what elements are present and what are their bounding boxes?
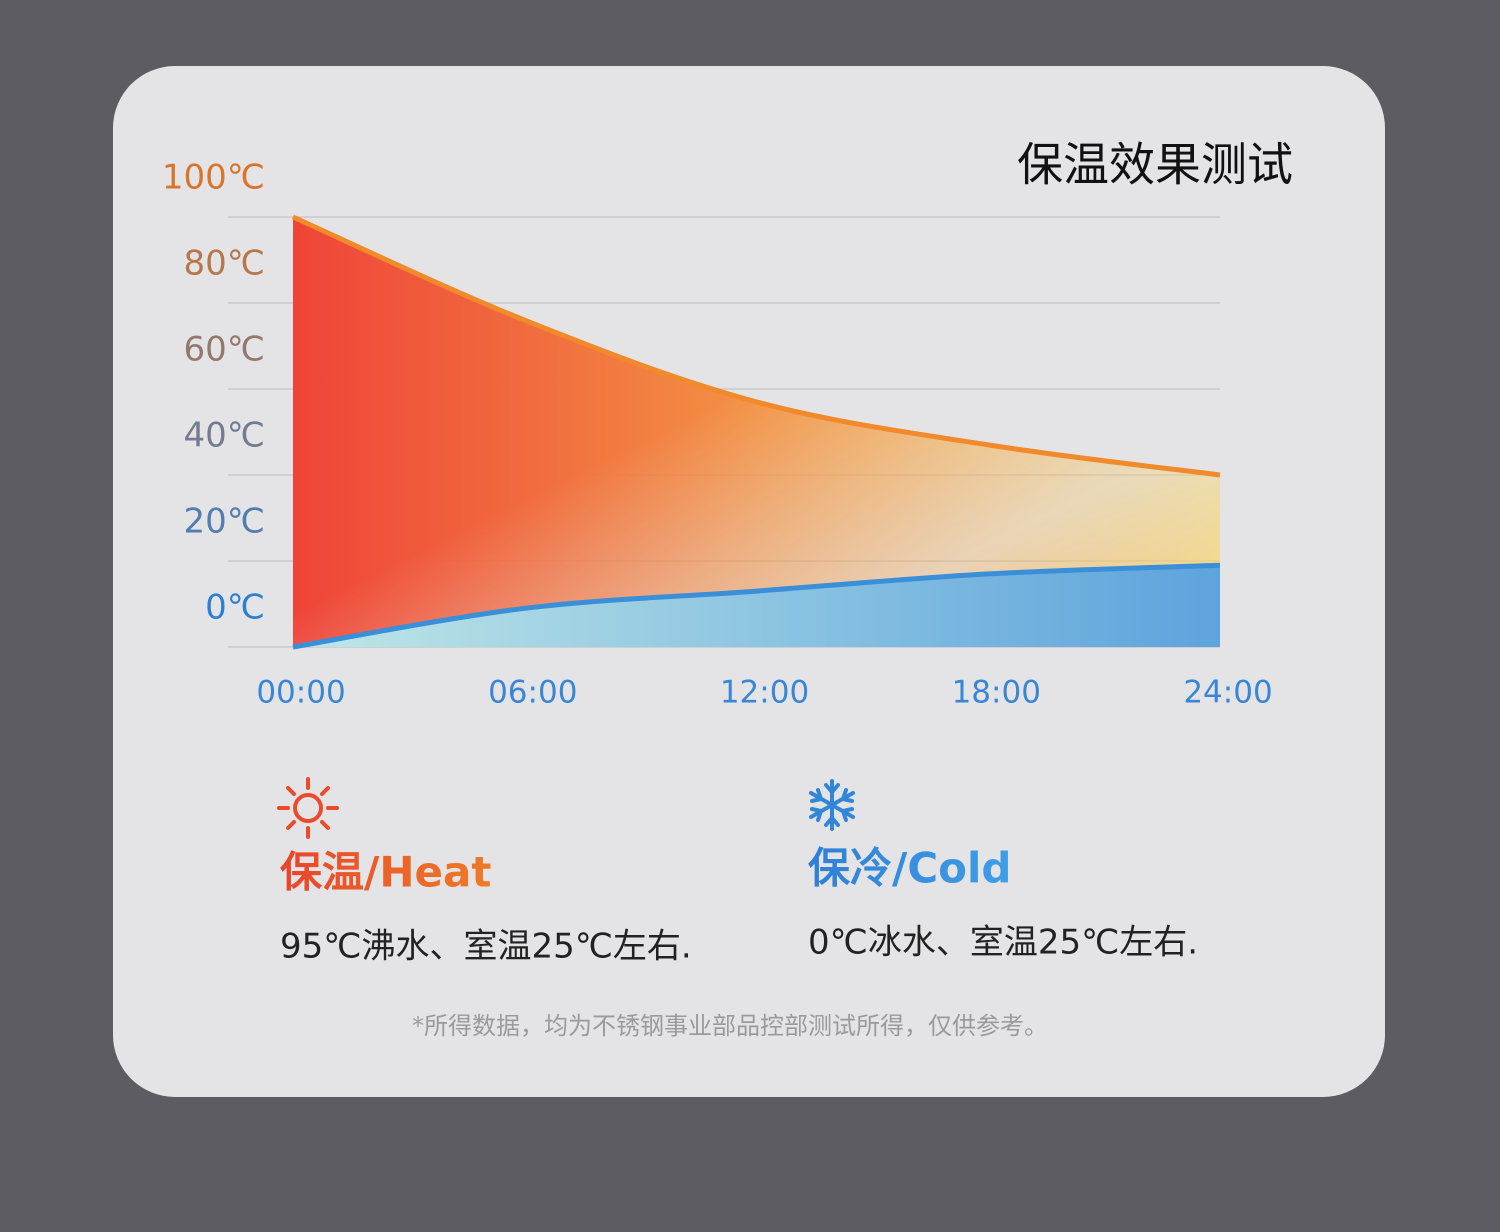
y-tick-label: 20℃	[184, 502, 265, 542]
y-tick-label: 0℃	[205, 588, 265, 628]
x-tick-label: 06:00	[488, 675, 577, 711]
y-tick-label: 80℃	[184, 244, 265, 284]
legend-cold-name: 保冷/Cold	[808, 844, 1011, 893]
y-tick-label: 40℃	[184, 416, 265, 456]
plot: 0℃ 20℃ 40℃ 60℃ 80℃ 100℃ 00:00 06:00 12:00 18:00 24…	[162, 158, 1273, 711]
snow-icon	[809, 779, 855, 831]
line	[292, 562, 1221, 650]
sun-icon	[277, 777, 339, 839]
y-tick-label: 60℃	[184, 330, 265, 370]
y-tick-label: 100℃	[162, 158, 265, 198]
x-tick-label: 18:00	[952, 675, 1041, 711]
legend-heat-name: 保温/Heat	[280, 848, 491, 897]
x-tick-label: 24:00	[1183, 675, 1272, 711]
line	[291, 214, 1221, 478]
legend-cold-desc: 0℃冰水、室温25℃左右.	[808, 923, 1198, 963]
chart-title: 保温效果测试	[1017, 138, 1293, 192]
area	[293, 217, 1220, 647]
area	[293, 565, 1220, 647]
legend-heat-desc: 95℃沸水、室温25℃左右.	[280, 927, 692, 967]
x-tick-label: 12:00	[720, 675, 809, 711]
footnote: *所得数据，均为不锈钢事业部品控部测试所得，仅供参考。	[412, 1012, 1048, 1040]
x-tick-label: 00:00	[256, 675, 345, 711]
